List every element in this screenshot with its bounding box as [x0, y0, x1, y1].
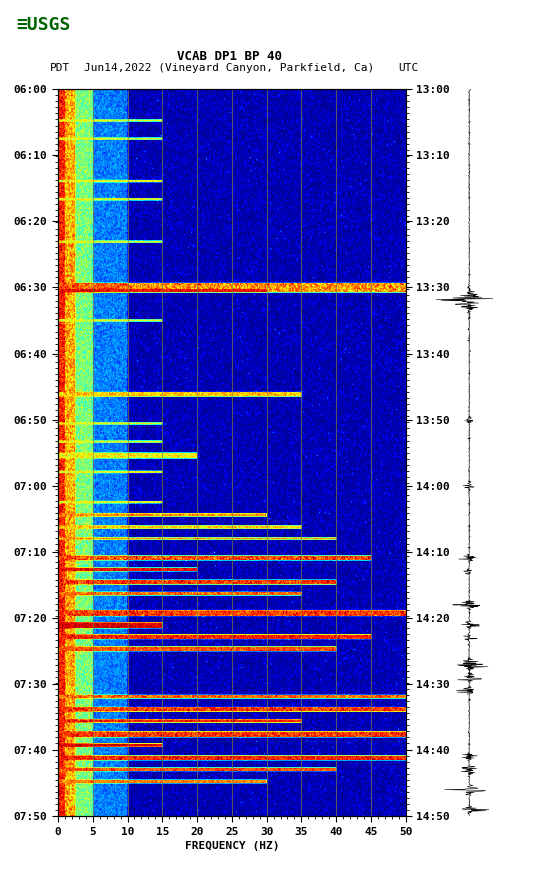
Text: UTC: UTC [399, 62, 418, 73]
Text: PDT: PDT [50, 62, 70, 73]
Text: ≡USGS: ≡USGS [17, 16, 71, 34]
X-axis label: FREQUENCY (HZ): FREQUENCY (HZ) [184, 841, 279, 851]
Text: Jun14,2022 (Vineyard Canyon, Parkfield, Ca): Jun14,2022 (Vineyard Canyon, Parkfield, … [84, 62, 374, 73]
Text: VCAB DP1 BP 40: VCAB DP1 BP 40 [177, 50, 282, 62]
